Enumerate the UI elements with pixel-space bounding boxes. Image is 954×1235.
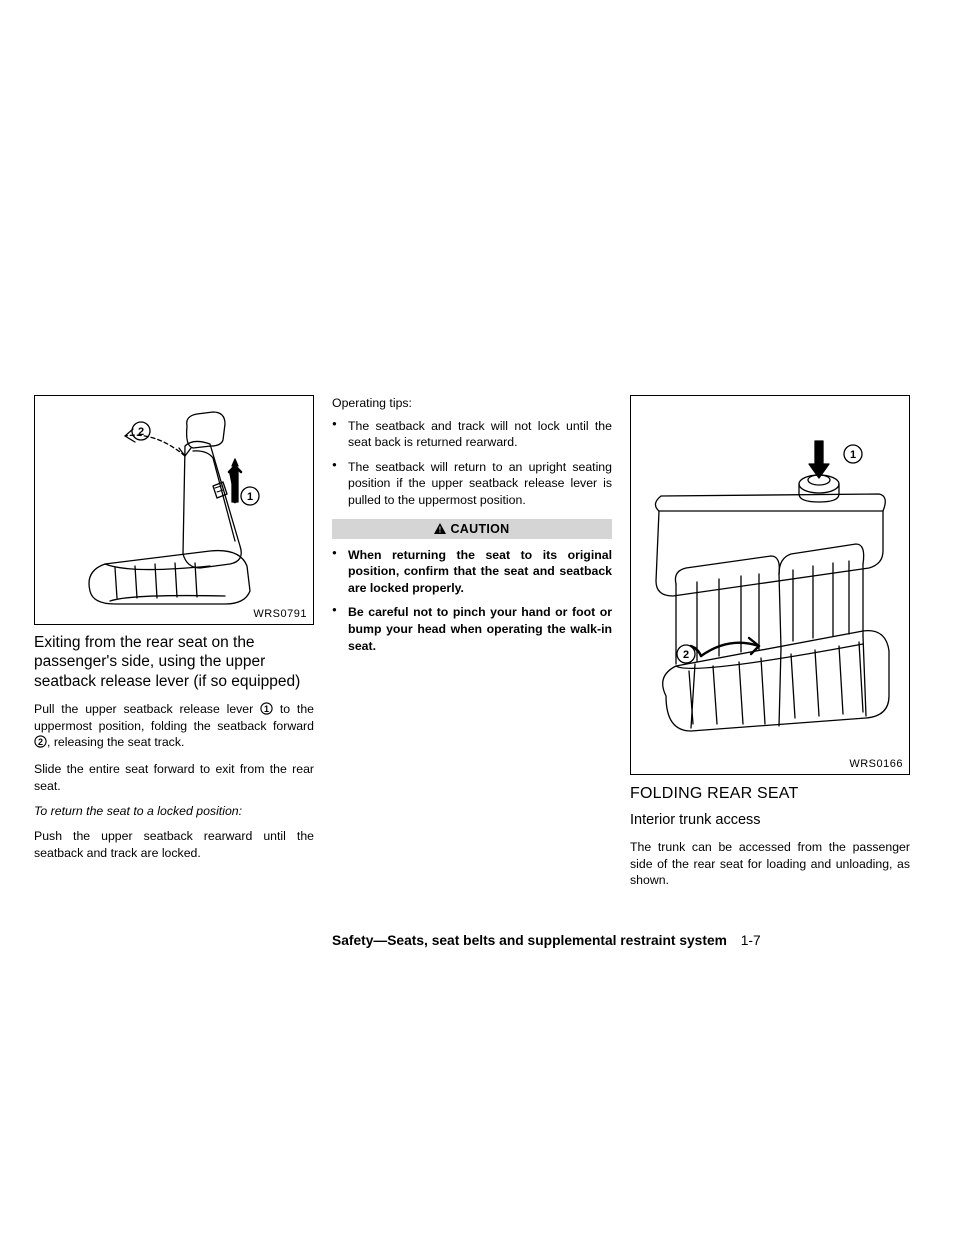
caution-2: Be careful not to pinch your hand or foo… [332,604,612,654]
tip-1: The seatback and track will not lock unt… [332,418,612,451]
col3-subhead: Interior trunk access [630,811,910,829]
tips-label: Operating tips: [332,395,612,412]
column-3: 1 2 WRS0166 FOLDING REAR SEAT Interior t… [630,395,910,889]
caution-list: When returning the seat to its original … [332,547,612,655]
caution-bar: ! CAUTION [332,519,612,539]
figure-seat-lever: 1 2 WRS0791 [34,395,314,625]
col1-subhead: Exiting from the rear seat on the passen… [34,633,314,691]
p1-c: , releasing the seat track. [47,735,184,749]
page-content: 1 2 WRS0791 Exiting from the rear seat o… [34,395,918,955]
warning-icon: ! [434,523,446,534]
seat-lever-illustration: 1 2 [35,396,315,626]
tips-list: The seatback and track will not lock unt… [332,418,612,509]
col1-p2: Slide the entire seat forward to exit fr… [34,761,314,794]
col1-p4: Push the upper seatback rearward until t… [34,828,314,861]
page-footer: Safety—Seats, seat belts and supplementa… [332,933,761,948]
footer-chapter: Safety—Seats, seat belts and supplementa… [332,933,727,948]
svg-text:2: 2 [683,649,689,661]
section-title: FOLDING REAR SEAT [630,785,910,803]
svg-text:1: 1 [264,704,269,714]
callout-2-text: 2 [138,426,144,438]
svg-text:!: ! [439,526,442,535]
svg-text:2: 2 [38,737,43,747]
figure-code: WRS0791 [253,608,307,620]
tip-2: The seatback will return to an upright s… [332,459,612,509]
caution-1: When returning the seat to its original … [332,547,612,597]
col1-p1: Pull the upper seatback release lever 1 … [34,701,314,751]
figure-rear-seat: 1 2 WRS0166 [630,395,910,775]
rear-seat-illustration: 1 2 [631,396,911,776]
figure-code: WRS0166 [849,758,903,770]
footer-page-number: 1-7 [741,933,761,948]
inline-circled-1: 1 [260,702,273,715]
caution-label: CAUTION [450,522,509,536]
p1-a: Pull the upper seatback release lever [34,702,260,716]
col3-p1: The trunk can be accessed from the passe… [630,839,910,889]
inline-circled-2: 2 [34,735,47,748]
callout-1-text: 1 [247,491,253,503]
column-1: 1 2 WRS0791 Exiting from the rear seat o… [34,395,314,861]
col1-p3: To return the seat to a locked position: [34,804,314,818]
column-2: Operating tips: The seatback and track w… [332,395,612,662]
svg-text:1: 1 [850,449,856,461]
